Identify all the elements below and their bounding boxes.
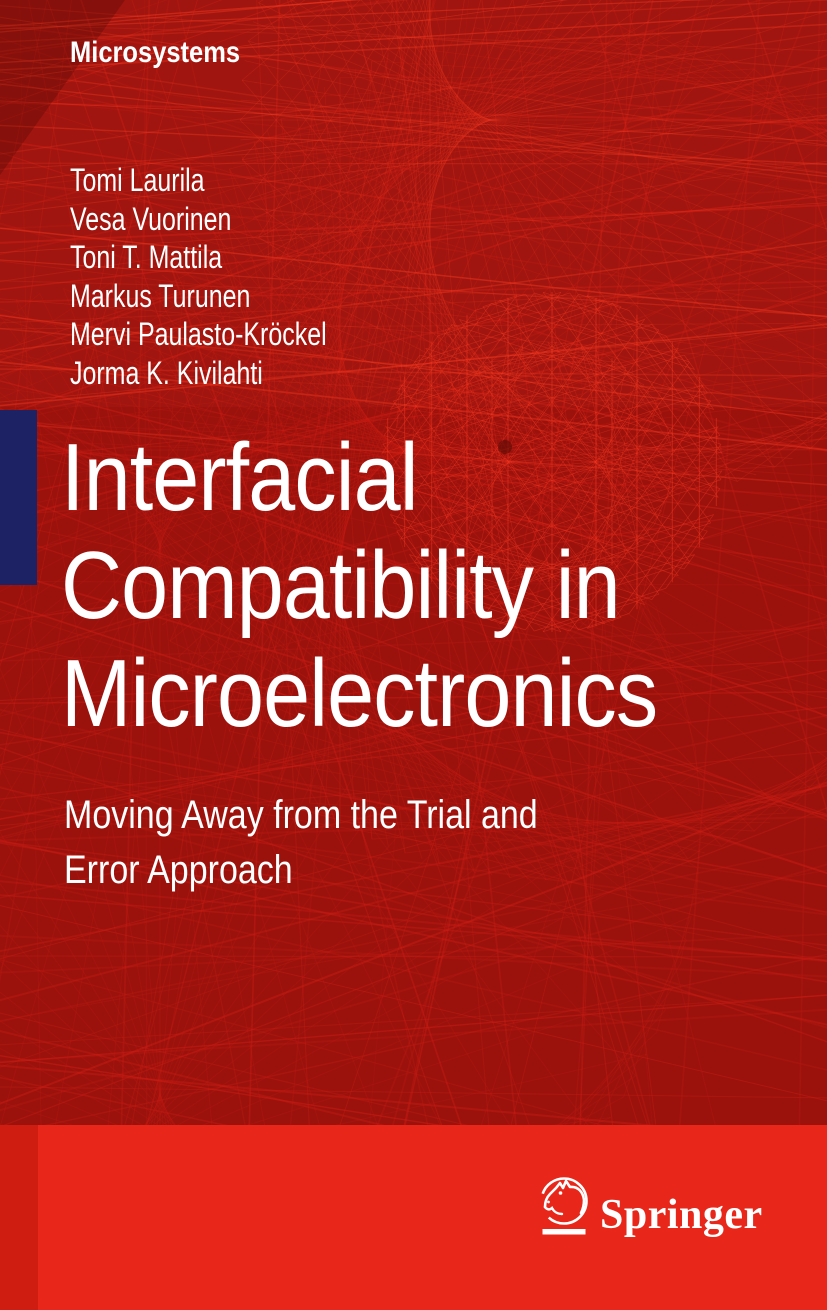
author-name: Toni T. Mattila: [70, 239, 223, 276]
title-line: Microelectronics: [61, 640, 658, 747]
title-line: Interfacial: [61, 424, 418, 531]
background-pattern: [0, 0, 827, 1125]
subtitle-line: Error Approach: [64, 848, 293, 892]
publisher-logo: Springer: [535, 1172, 763, 1240]
author-name: Mervi Paulasto-Kröckel: [70, 316, 327, 353]
author-list: Tomi Laurila Vesa Vuorinen Toni T. Matti…: [70, 161, 327, 393]
author-name: Jorma K. Kivilahti: [70, 354, 263, 391]
publisher-name: Springer: [600, 1192, 763, 1238]
author-name: Tomi Laurila: [70, 162, 205, 198]
spine-accent-bar: [0, 410, 37, 585]
spine-strip: [0, 1125, 38, 1310]
bottom-band: [0, 1125, 827, 1310]
title-line: Compatibility in: [61, 532, 621, 639]
subtitle-line: Moving Away from the Trial and: [64, 793, 538, 837]
series-label: Microsystems: [70, 36, 241, 69]
author-name: Markus Turunen: [70, 277, 251, 314]
author-name: Vesa Vuorinen: [70, 200, 232, 237]
springer-horse-icon: [540, 1177, 588, 1235]
book-subtitle: Moving Away from the Trial and Error App…: [64, 788, 538, 898]
book-title: Interfacial Compatibility in Microelectr…: [61, 424, 658, 748]
